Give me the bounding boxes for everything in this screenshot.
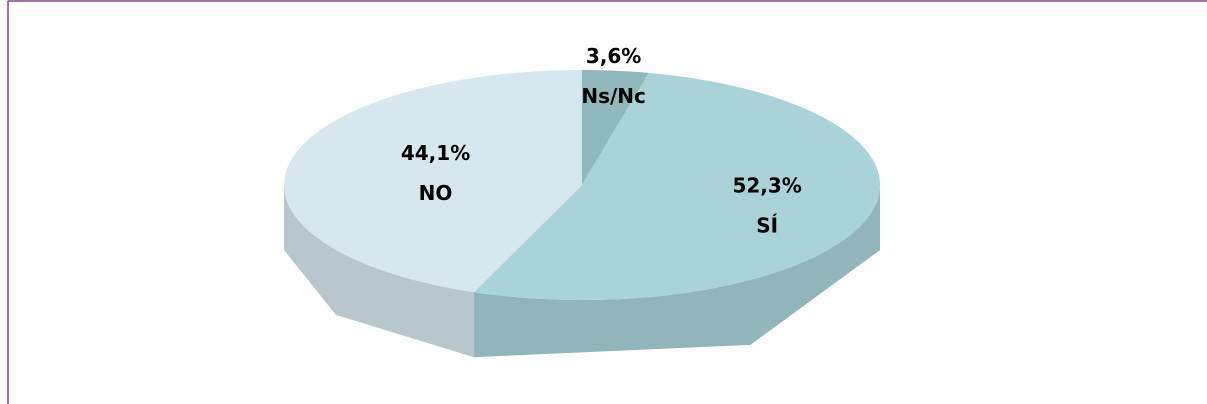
category-label: Ns/Nc	[581, 84, 646, 108]
slice-side	[284, 185, 475, 358]
slice-side	[474, 185, 880, 358]
slice	[582, 70, 649, 185]
data-label: 52,3%	[732, 173, 801, 197]
category-label: SÍ	[756, 213, 778, 237]
category-label: NO	[419, 181, 453, 205]
slice	[474, 72, 880, 300]
data-label: 3,6%	[586, 44, 641, 68]
slice	[284, 70, 582, 293]
data-label: 44,1%	[401, 141, 470, 165]
